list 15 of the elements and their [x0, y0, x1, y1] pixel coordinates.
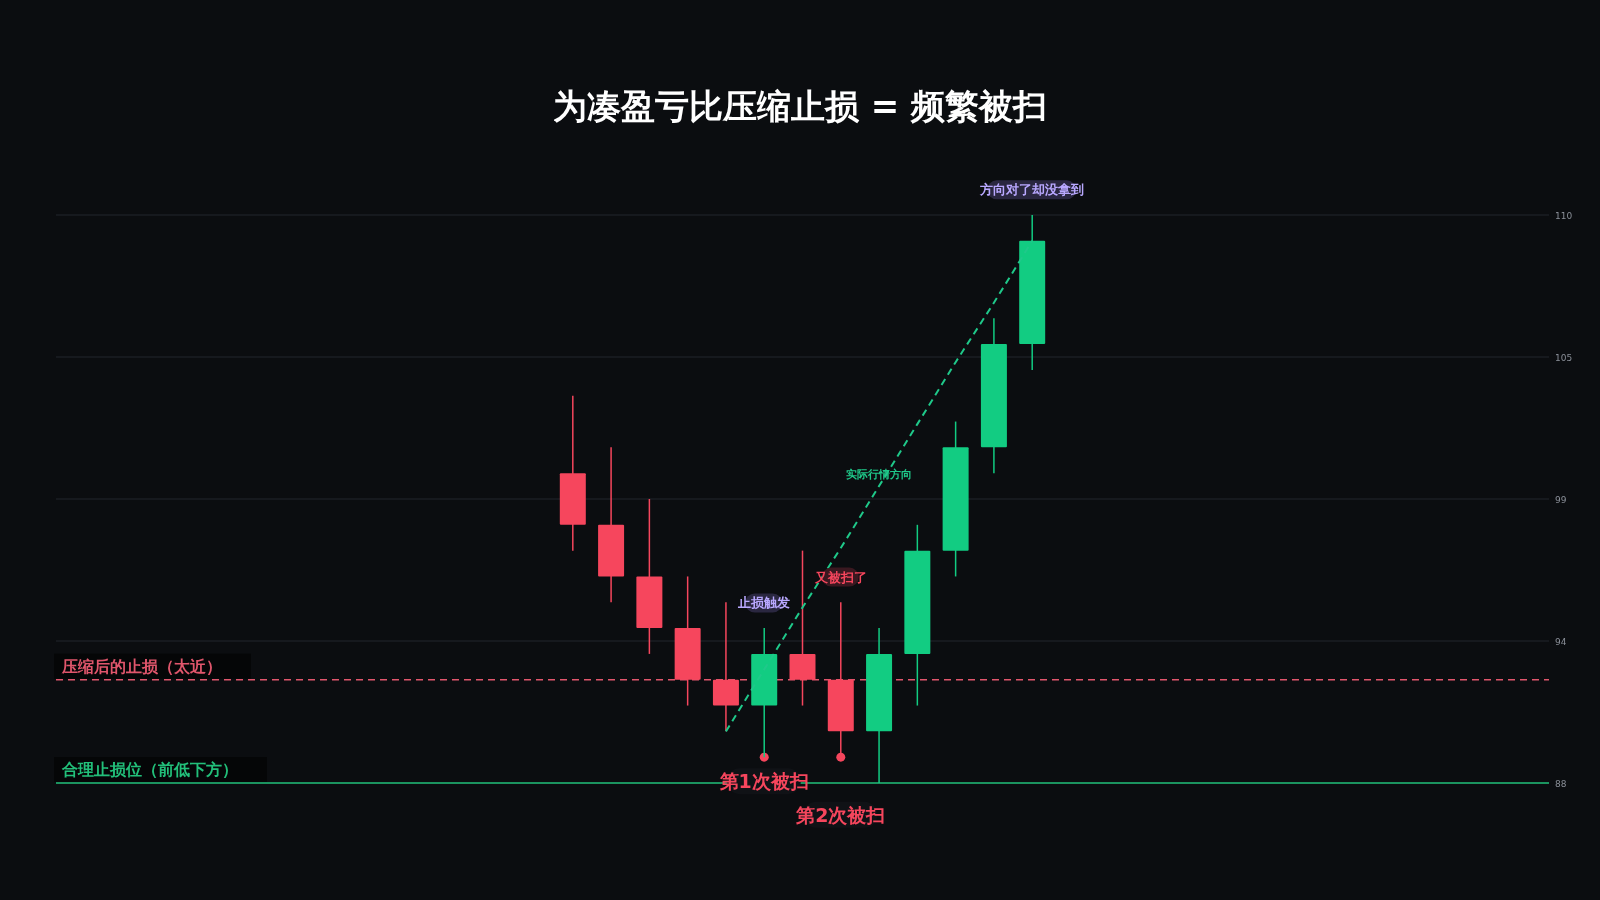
y-tick-label: 94	[1555, 636, 1567, 647]
chart-title: 为凑盈亏比压缩止损 = 频繁被扫	[552, 86, 1048, 126]
y-tick-label: 110	[1555, 210, 1573, 221]
annotation: 实际行情方向	[846, 468, 913, 481]
y-tick-label: 99	[1555, 494, 1567, 505]
text: 方向对了却没拿到	[979, 182, 1085, 198]
annotation: 止损触发	[737, 595, 791, 611]
annotation: 又被扫了	[813, 569, 867, 585]
y-tick-label: 105	[1555, 352, 1573, 363]
line-series	[724, 239, 1034, 733]
text: 第2次被扫	[795, 803, 886, 826]
ref-line-label: 压缩后的止损（太近）	[61, 656, 222, 676]
ref-line-label: 合理止损位（前低下方）	[61, 760, 238, 779]
y-tick-label: 88	[1555, 778, 1567, 789]
annotation: 第1次被扫	[718, 770, 809, 793]
